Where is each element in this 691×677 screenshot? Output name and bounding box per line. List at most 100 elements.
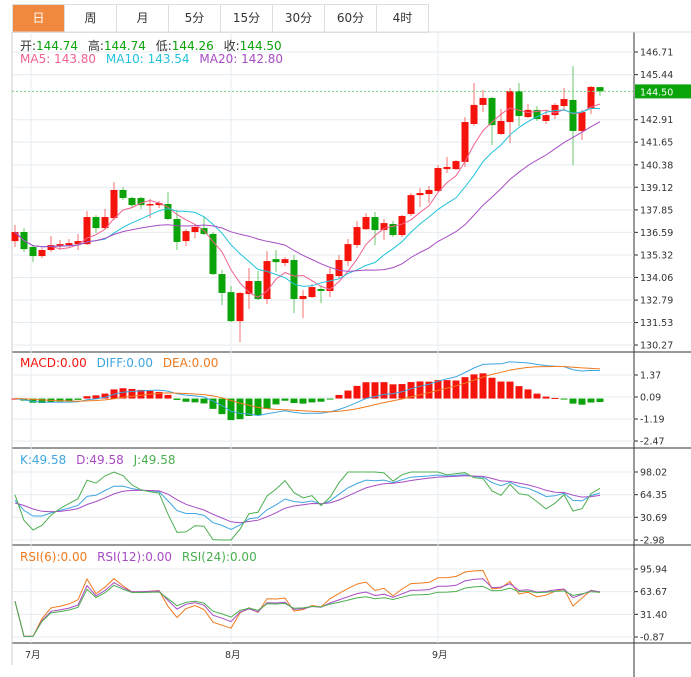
candle-body <box>434 168 442 192</box>
kdj-axis-label: 30.69 <box>640 513 667 524</box>
candle <box>578 109 586 141</box>
macd-bar <box>74 398 82 400</box>
tab-3[interactable]: 5分 <box>169 5 221 32</box>
candle <box>200 217 208 236</box>
macd-bar <box>497 381 505 399</box>
macd-bar <box>515 386 523 399</box>
kdj-axis-label: 98.02 <box>640 468 667 479</box>
macd-bar <box>353 385 361 399</box>
macd-bar <box>479 373 487 399</box>
candle <box>263 251 271 305</box>
candle <box>299 290 307 319</box>
candle-body <box>497 120 505 134</box>
candle <box>416 187 424 208</box>
diff-line <box>14 361 601 417</box>
macd-bar <box>317 398 325 402</box>
candle-body <box>533 109 541 120</box>
tab-7[interactable]: 4时 <box>377 5 429 32</box>
macd-bar <box>218 398 226 415</box>
candle-body <box>155 202 163 206</box>
candle-body <box>308 287 316 298</box>
high-label: 高: <box>87 39 104 53</box>
candle-body <box>515 91 523 116</box>
close-label: 收: <box>223 39 240 53</box>
macd-bar <box>164 394 172 399</box>
k-value: K:49.58 <box>20 453 67 467</box>
price-axis-label: 146.71 <box>640 48 673 59</box>
candle-body <box>137 197 145 206</box>
tab-4[interactable]: 15分 <box>221 5 273 32</box>
rsi24-line <box>14 584 601 637</box>
candle-body <box>299 295 307 300</box>
macd-bar <box>569 398 577 404</box>
candle <box>452 160 460 170</box>
j-line <box>14 471 601 541</box>
macd-bar <box>407 382 415 399</box>
ma20-value: MA20: 142.80 <box>199 52 284 66</box>
macd-bar <box>596 398 604 403</box>
macd-bar <box>524 389 532 399</box>
candle <box>434 164 442 193</box>
candle <box>362 213 370 231</box>
candle-body <box>272 259 280 263</box>
candle <box>470 83 478 126</box>
candle <box>74 233 82 251</box>
candle-body <box>344 244 352 262</box>
macd-bar <box>434 380 442 399</box>
high-value: 144.74 <box>103 39 146 53</box>
last-price-text: 144.50 <box>640 87 673 98</box>
candle <box>308 284 316 298</box>
candle <box>47 236 55 252</box>
candle <box>326 268 334 298</box>
candle-body <box>74 241 82 245</box>
price-axis-label: 141.65 <box>640 138 673 149</box>
candle-body <box>209 233 217 275</box>
candle-body <box>479 97 487 105</box>
macd-bar <box>452 380 460 399</box>
rsi6-line <box>14 569 601 637</box>
ma10-value: MA10: 143.54 <box>105 52 190 66</box>
macd-bar <box>299 398 307 404</box>
candle-body <box>326 274 334 291</box>
j-value: J:49.58 <box>133 453 176 467</box>
month-label: 9月 <box>432 650 448 661</box>
candle-body <box>182 231 190 242</box>
macd-bar <box>245 398 253 416</box>
low-value: 144.26 <box>171 39 214 53</box>
candle <box>353 220 361 249</box>
tab-1[interactable]: 周 <box>65 5 117 32</box>
tab-2[interactable]: 月 <box>117 5 169 32</box>
candle-body <box>290 259 298 300</box>
price-axis-label: 136.59 <box>640 228 673 239</box>
candle-body <box>389 223 397 236</box>
macd-bar <box>533 393 541 399</box>
candle-body <box>173 218 181 242</box>
candle-body <box>254 281 262 300</box>
macd-bar <box>11 398 19 400</box>
macd-legend: MACD:0.00 DIFF:0.00 DEA:0.00 <box>20 356 224 370</box>
candle <box>389 220 397 237</box>
tab-6[interactable]: 60分 <box>325 5 377 32</box>
candle-body <box>38 250 46 257</box>
rsi-axis-label: 63.67 <box>640 587 667 598</box>
macd-bar <box>443 380 451 399</box>
price-axis-label: 134.06 <box>640 273 673 284</box>
tab-5[interactable]: 30分 <box>273 5 325 32</box>
macd-bar <box>308 398 316 403</box>
macd-bar <box>155 391 163 399</box>
macd-bar <box>119 388 127 399</box>
price-axis-label: 142.91 <box>640 115 673 126</box>
ma5-line <box>14 103 601 298</box>
candle-body <box>542 115 550 121</box>
month-label: 8月 <box>225 650 241 661</box>
tab-0[interactable]: 日 <box>13 5 65 32</box>
rsi-legend: RSI(6):0.00 RSI(12):0.00 RSI(24):0.00 <box>20 550 263 564</box>
candle <box>155 200 163 208</box>
macd-bar <box>191 398 199 403</box>
macd-bar <box>425 381 433 399</box>
candle <box>29 245 37 263</box>
candle-body <box>191 227 199 233</box>
candle <box>236 292 244 342</box>
macd-bar <box>380 382 388 399</box>
